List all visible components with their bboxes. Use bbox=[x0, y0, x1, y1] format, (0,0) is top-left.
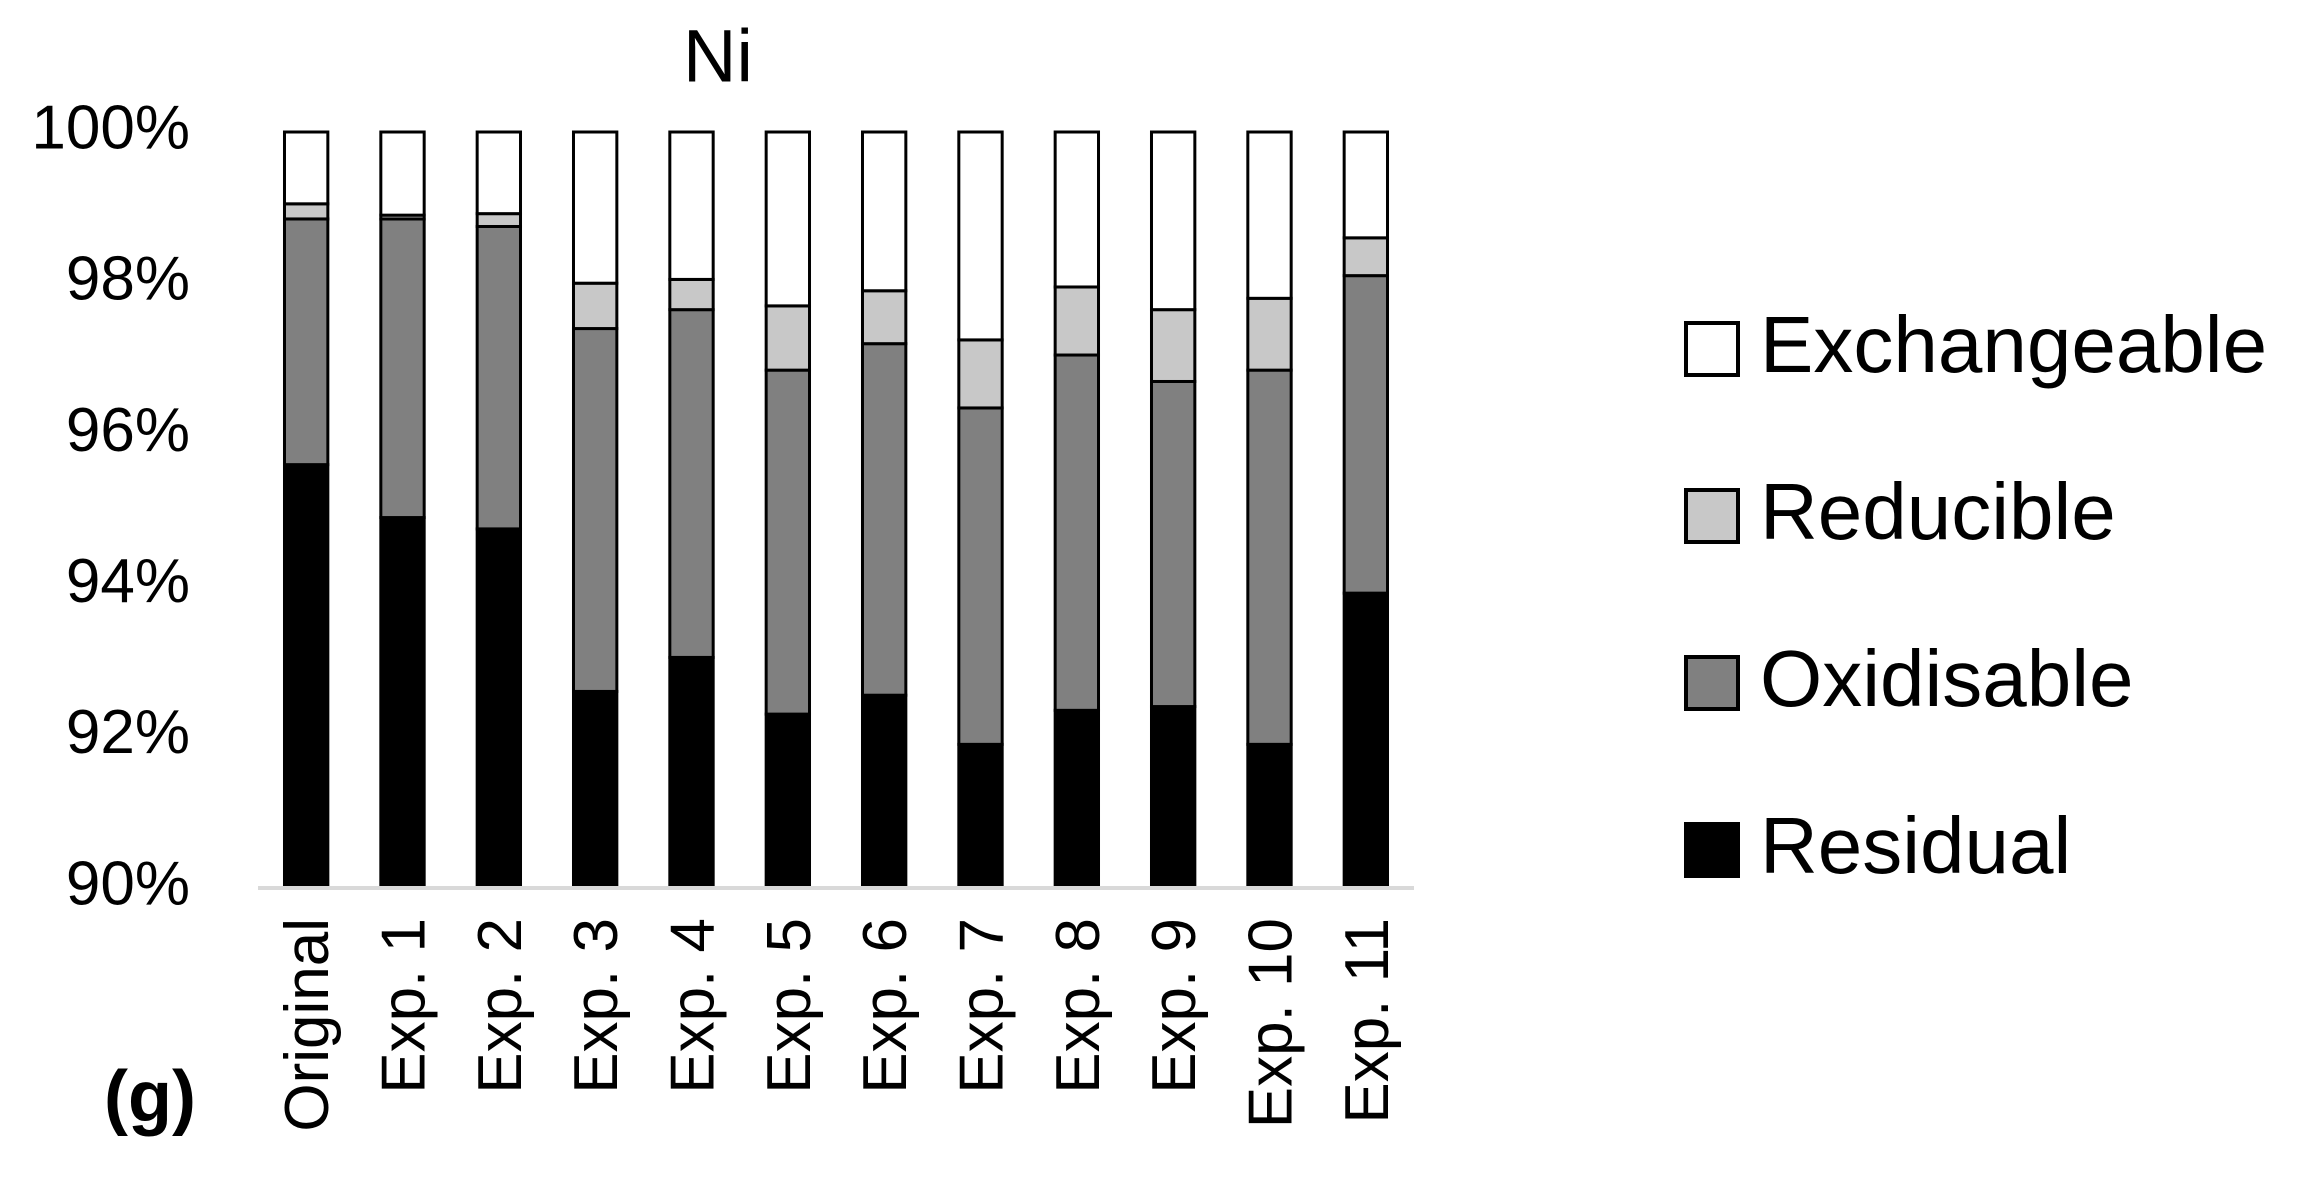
bar-segment bbox=[668, 308, 715, 659]
bar-segment bbox=[475, 130, 523, 216]
bar-segment bbox=[860, 289, 908, 346]
bar-segment bbox=[668, 130, 715, 281]
bar-segment bbox=[571, 281, 619, 331]
x-tick-label: Exp. 2 bbox=[466, 918, 535, 1094]
x-tick-label: Exp. 8 bbox=[1044, 918, 1113, 1094]
bar-segment bbox=[1149, 705, 1197, 890]
bar-segment bbox=[1053, 285, 1101, 357]
bar-segment bbox=[379, 516, 426, 890]
x-tick-label: Exp. 9 bbox=[1140, 918, 1209, 1094]
bar-segment bbox=[764, 304, 812, 372]
legend-label: Residual bbox=[1760, 801, 2071, 890]
bar-segment bbox=[957, 406, 1004, 746]
bar-segment bbox=[764, 368, 812, 716]
bar-segment bbox=[1342, 591, 1390, 890]
legend-label: Reducible bbox=[1760, 467, 2116, 556]
bar-segment bbox=[571, 327, 619, 693]
bar-segment bbox=[1342, 236, 1390, 278]
bar-segment bbox=[668, 655, 715, 890]
bar-segment bbox=[1149, 308, 1197, 383]
bar-segment bbox=[1053, 353, 1101, 712]
x-tick-label: Exp. 3 bbox=[562, 918, 631, 1094]
bar-segment bbox=[957, 130, 1004, 342]
y-tick-label: 98% bbox=[66, 245, 190, 314]
bar-segment bbox=[1149, 130, 1197, 312]
bar-segment bbox=[1149, 379, 1197, 709]
bar-segment bbox=[475, 212, 523, 228]
legend-label: Exchangeable bbox=[1760, 300, 2267, 389]
bar-segment bbox=[475, 527, 523, 890]
bar-segment bbox=[475, 225, 523, 531]
bar-segment bbox=[1053, 130, 1101, 289]
bar-segment bbox=[1342, 274, 1390, 595]
bar-segment bbox=[1053, 708, 1101, 890]
x-tick-label: Exp. 4 bbox=[659, 918, 728, 1094]
y-tick-label: 96% bbox=[66, 396, 190, 465]
legend-label: Oxidisable bbox=[1760, 634, 2134, 723]
panel-label: (g) bbox=[104, 1057, 196, 1137]
legend-swatch bbox=[1684, 822, 1740, 878]
x-tick-label: Exp. 5 bbox=[755, 918, 824, 1094]
bar-segment bbox=[1246, 130, 1293, 300]
x-tick-label: Exp. 1 bbox=[370, 918, 439, 1094]
bar-segment bbox=[282, 130, 330, 206]
bar-segment bbox=[764, 130, 812, 308]
legend-swatch bbox=[1684, 655, 1740, 711]
bar-segment bbox=[571, 130, 619, 285]
bar-segment bbox=[571, 689, 619, 890]
bar-segment bbox=[860, 693, 908, 890]
legend-swatch bbox=[1684, 488, 1740, 544]
bar-segment bbox=[957, 338, 1004, 410]
y-tick-label: 90% bbox=[66, 849, 190, 918]
bar-segment bbox=[282, 463, 330, 890]
bar-segment bbox=[860, 342, 908, 697]
bar-segment bbox=[860, 130, 908, 293]
bar-segment bbox=[957, 742, 1004, 890]
y-tick-label: 100% bbox=[31, 93, 190, 162]
x-tick-label: Original bbox=[273, 918, 342, 1132]
bar-segment bbox=[282, 202, 330, 221]
bar-segment bbox=[1342, 130, 1390, 240]
y-tick-label: 94% bbox=[66, 547, 190, 616]
bar-segment bbox=[282, 217, 330, 467]
legend-swatch bbox=[1684, 321, 1740, 377]
bar-segment bbox=[668, 277, 715, 312]
bar-segment bbox=[1246, 742, 1293, 890]
x-tick-label: Exp. 7 bbox=[948, 918, 1017, 1094]
chart-title: Ni bbox=[683, 15, 753, 98]
bar-segment bbox=[764, 712, 812, 890]
bar-segment bbox=[379, 130, 426, 217]
x-tick-label: Exp. 6 bbox=[851, 918, 920, 1094]
y-tick-label: 92% bbox=[66, 698, 190, 767]
bar-segment bbox=[379, 217, 426, 520]
bar-segment bbox=[1246, 296, 1293, 372]
bar-segment bbox=[1246, 368, 1293, 746]
x-tick-label: Exp. 11 bbox=[1333, 918, 1402, 1124]
x-tick-label: Exp. 10 bbox=[1237, 918, 1306, 1128]
